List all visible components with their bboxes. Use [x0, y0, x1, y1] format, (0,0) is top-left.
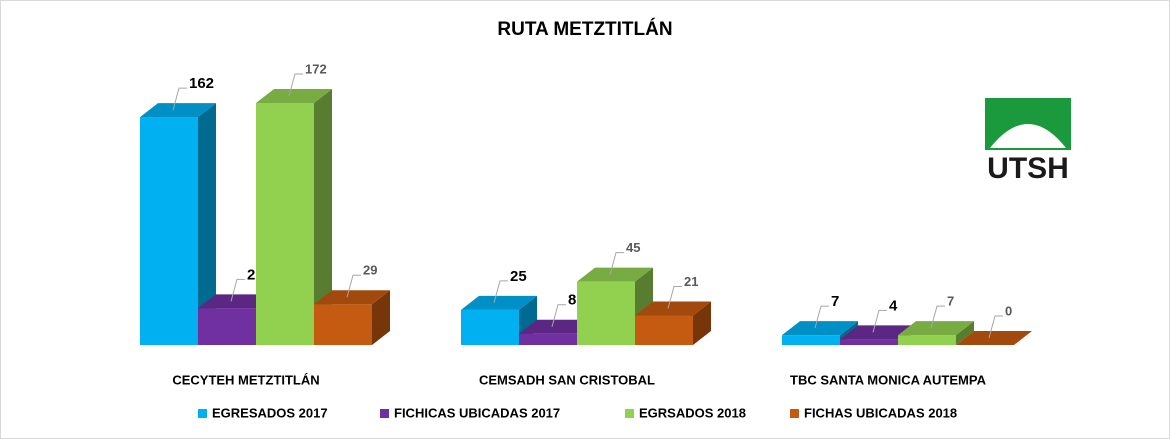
bar-top: [314, 290, 390, 305]
legend-label: FICHICAS UBICADAS 2017: [394, 405, 560, 420]
leader-line: [814, 305, 829, 329]
data-label: 45: [626, 240, 640, 255]
logo-text: UTSH: [987, 152, 1069, 185]
bar-side: [372, 290, 390, 345]
legend-swatch: [380, 409, 389, 418]
bar-top: [461, 295, 537, 310]
x-tick-label: CEMSADH SAN CRISTOBAL: [479, 372, 655, 387]
data-label: 172: [305, 61, 327, 76]
bar-top: [898, 321, 974, 336]
bar-top: [782, 321, 858, 336]
leader-line: [872, 309, 887, 333]
bar: [256, 103, 314, 345]
bar-side: [198, 103, 216, 346]
bar-top: [256, 89, 332, 103]
data-label: 7: [947, 294, 954, 309]
chart-title: RUTA METZTITLÁN: [497, 18, 672, 40]
data-label: 4: [889, 297, 898, 314]
legend-label: FICHAS UBICADAS 2018: [804, 405, 957, 420]
leader-line: [609, 252, 624, 275]
bar: [461, 309, 519, 345]
legend-label: EGRSADOS 2018: [639, 405, 746, 420]
bar-top: [519, 319, 595, 334]
bar: [635, 315, 693, 345]
bar-side: [314, 89, 332, 345]
data-label: 25: [510, 268, 527, 285]
data-label: 21: [684, 274, 698, 289]
bar-top: [140, 103, 216, 118]
leader-line: [988, 315, 1003, 339]
bar: [519, 333, 577, 345]
logo-mountain: [990, 124, 1066, 148]
bar: [840, 339, 898, 345]
bar-top: [198, 294, 274, 309]
legend-swatch: [198, 409, 207, 418]
bar-side: [693, 301, 711, 345]
logo-base: [985, 150, 1071, 186]
data-label: 29: [363, 263, 377, 278]
bar: [898, 335, 956, 345]
data-label: 7: [831, 293, 839, 310]
x-tick-label: TBC SANTA MONICA AUTEMPA: [790, 372, 987, 387]
bar-top: [577, 267, 653, 282]
leader-line: [230, 278, 245, 302]
bar-top: [635, 301, 711, 316]
data-label: 162: [189, 75, 214, 92]
leader-line: [667, 285, 682, 309]
bar: [314, 304, 372, 345]
bar: [577, 281, 635, 345]
legend-label: EGRESADOS 2017: [212, 405, 328, 420]
leader-line: [493, 280, 508, 303]
x-tick-label: CECYTEH METZTITLÁN: [172, 372, 319, 387]
logo: UTSH: [985, 98, 1071, 186]
bar-top: [956, 331, 1032, 345]
leader-line: [930, 305, 945, 329]
bar-side: [956, 321, 974, 345]
bar: [198, 308, 256, 345]
leader-line: [346, 274, 361, 298]
legend-swatch: [625, 409, 634, 418]
leader-line: [551, 304, 566, 327]
data-label: 0: [1005, 303, 1012, 318]
legend-swatch: [790, 409, 799, 418]
bar-top: [840, 325, 916, 340]
leader-line: [288, 73, 303, 97]
leader-line: [172, 87, 187, 111]
bar: [782, 335, 840, 345]
data-label: 8: [568, 292, 576, 309]
bar: [140, 117, 198, 346]
